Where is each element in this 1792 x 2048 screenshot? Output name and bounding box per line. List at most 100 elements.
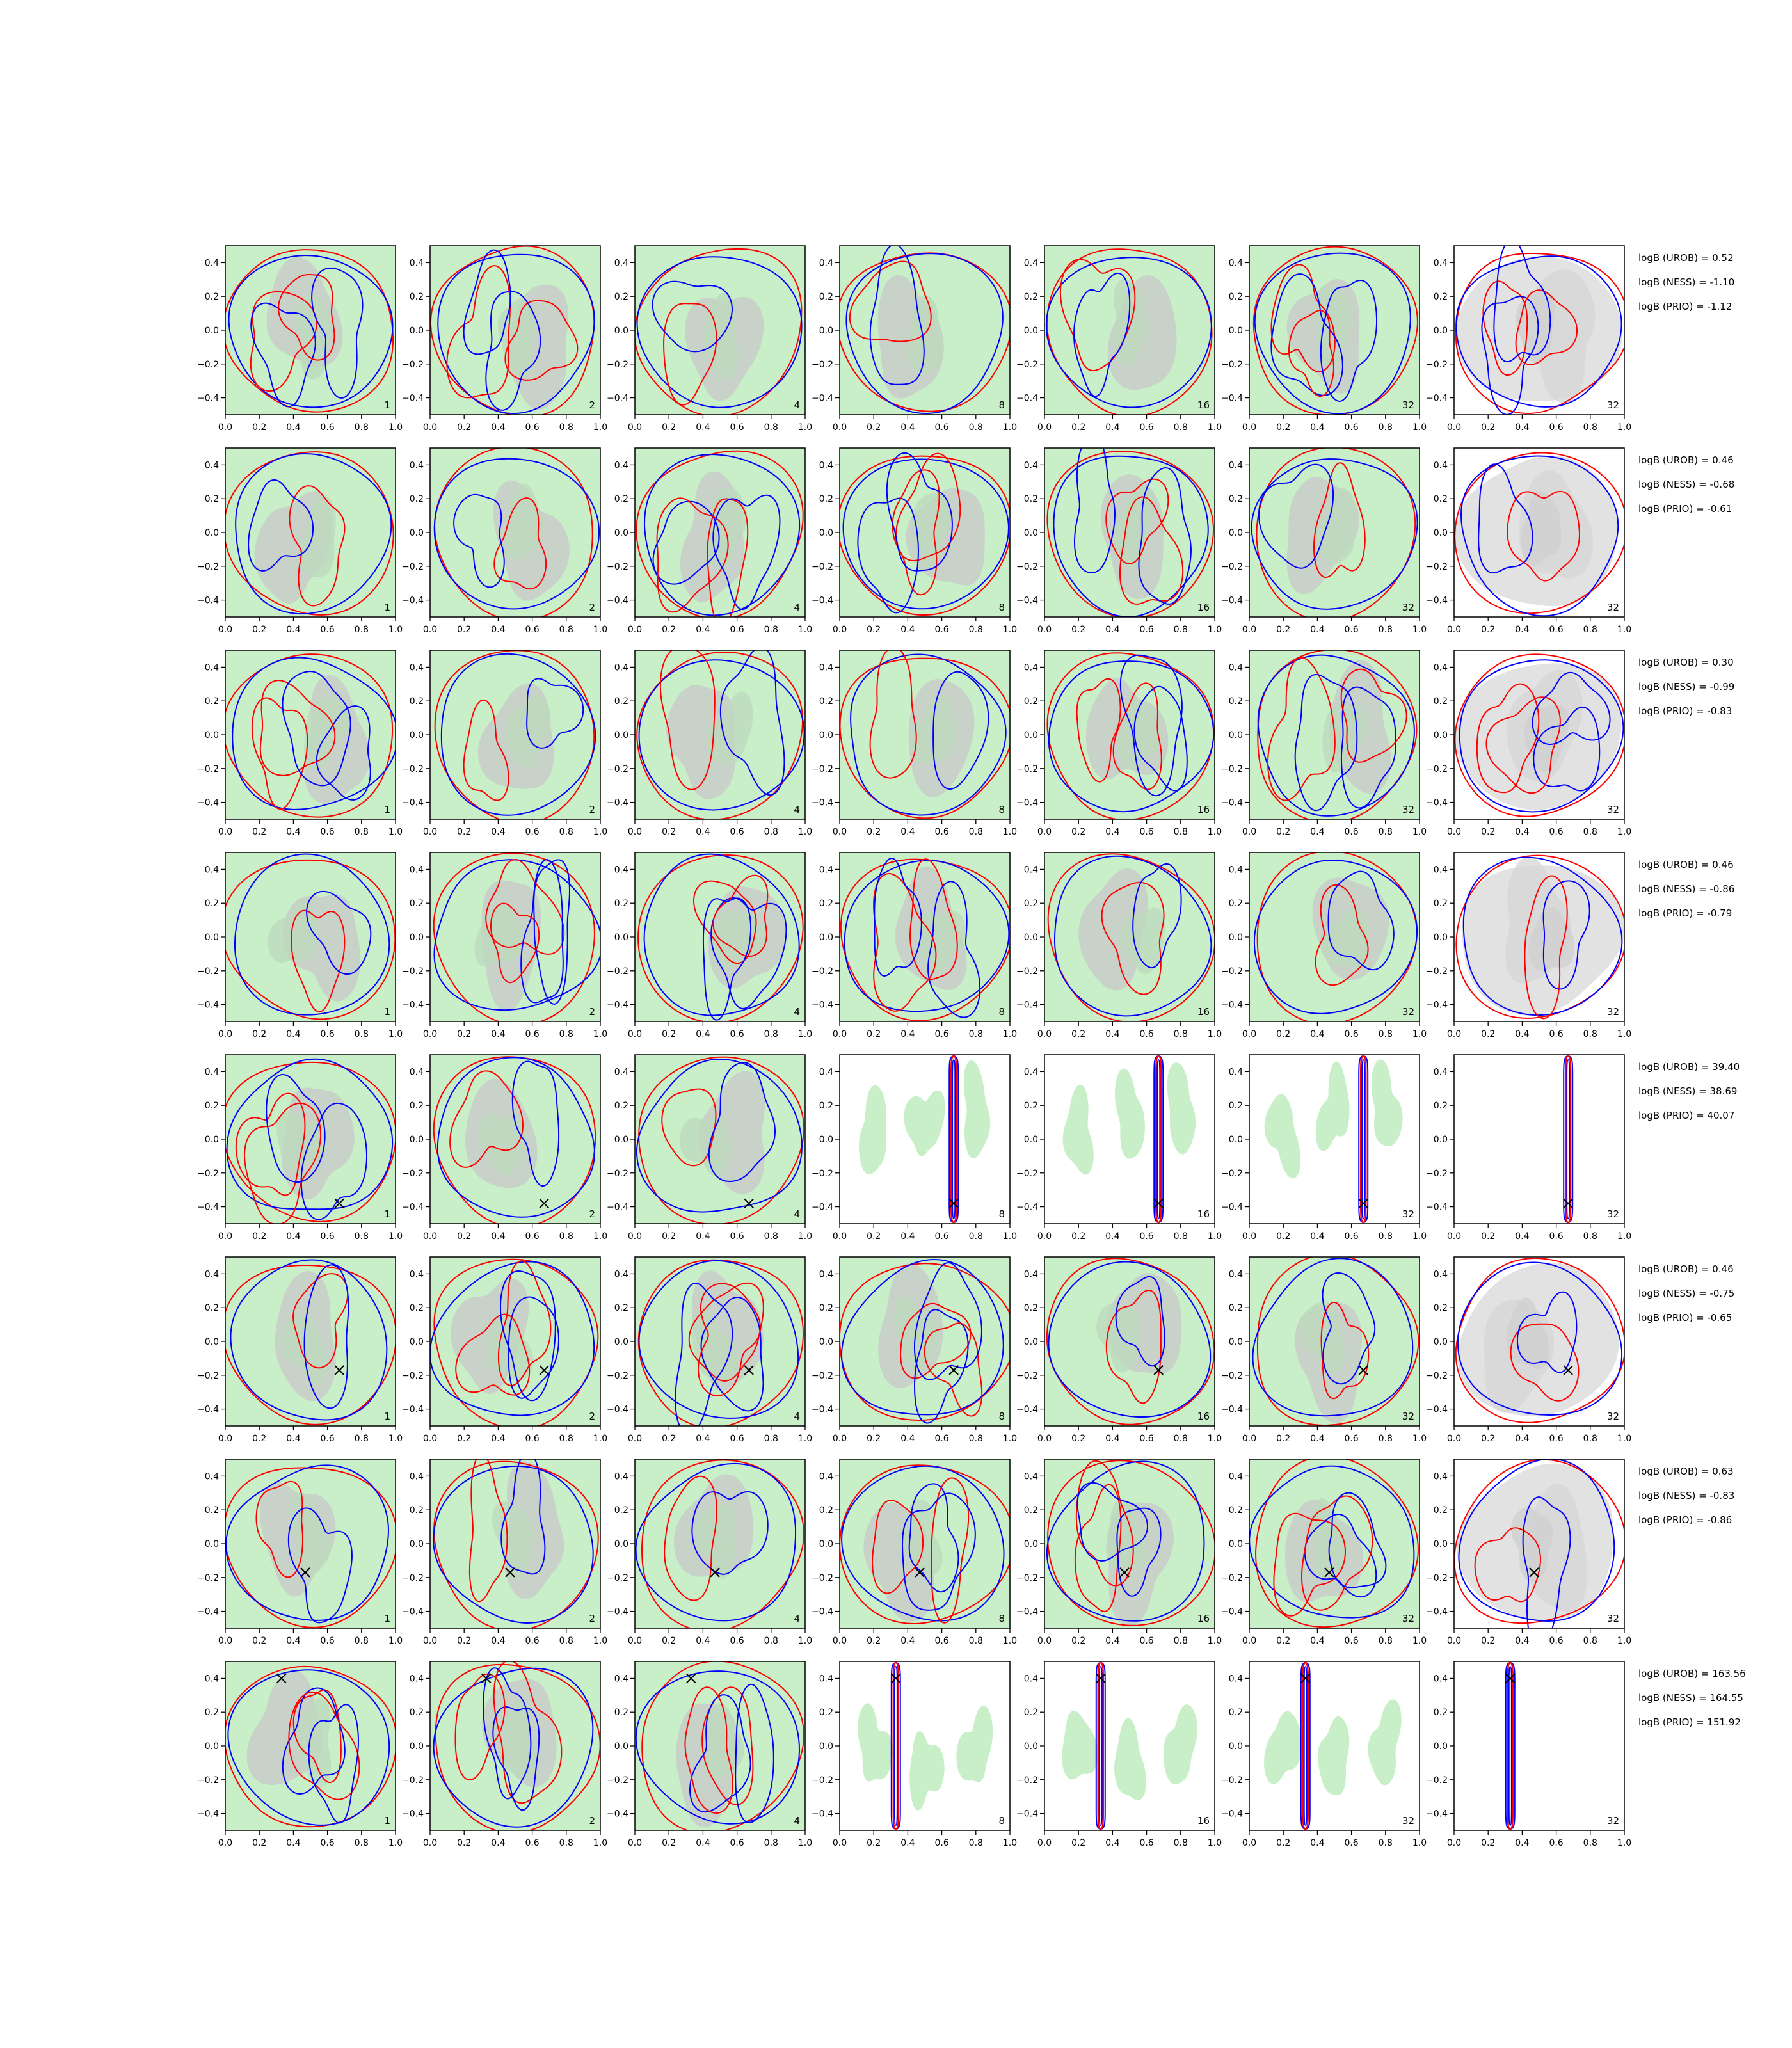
contour-red-outer: [638, 1056, 805, 1224]
panel-label: 1: [384, 602, 390, 613]
true-parameter-marker: [1358, 1365, 1368, 1375]
x-tick-label: 1.0: [388, 1838, 403, 1848]
x-tick-label: 0.2: [1071, 1636, 1085, 1646]
x-tick-label: 0.6: [320, 1434, 334, 1444]
y-tick-label: −0.4: [1221, 1203, 1243, 1213]
contour-red-inner: [493, 1661, 563, 1804]
contour-blue-inner: [691, 1491, 769, 1575]
x-tick-label: 0.2: [1276, 1636, 1290, 1646]
x-tick-label: 0.2: [1071, 1231, 1085, 1242]
x-tick-label: 0.4: [1515, 1029, 1529, 1039]
panel-r6-c7: 0.0 0.2 0.4 0.6 0.8 1.0 0.4 0.2 0.0 −0.2 −0.4 32: [1426, 1256, 1631, 1444]
x-tick-label: 0.4: [1515, 625, 1529, 635]
contour-blue-inner: [927, 881, 981, 1018]
x-tick-label: 0.4: [1515, 422, 1529, 433]
contour-red-outer: [635, 248, 803, 415]
y-tick-label: −0.4: [197, 394, 219, 404]
x-tick-label: 0.6: [320, 625, 334, 635]
x-tick-label: 0.6: [320, 1838, 334, 1848]
contour-red-outer: [225, 249, 394, 413]
x-tick-label: 0.8: [1583, 1636, 1597, 1646]
contour-blue-inner: [1304, 1513, 1377, 1598]
panel-r5-c2: 0.0 0.2 0.4 0.6 0.8 1.0 0.4 0.2 0.0 −0.2 −0.4 2: [402, 1054, 607, 1242]
panel-r6-c2: 0.0 0.2 0.4 0.6 0.8 1.0 0.4 0.2 0.0 −0.2 −0.4 2: [402, 1256, 607, 1444]
contour-red-inner: [1476, 683, 1540, 794]
density-fill-core: [906, 295, 945, 374]
x-tick-label: 0.6: [1549, 1231, 1563, 1242]
x-tick-label: 1.0: [1412, 1231, 1427, 1242]
true-parameter-marker: [481, 1673, 492, 1684]
y-tick-label: −0.2: [607, 1371, 628, 1381]
contour-red-outer: [1252, 246, 1418, 415]
y-tick-label: −0.4: [402, 1405, 424, 1415]
x-tick-label: 1.0: [1208, 1636, 1222, 1646]
panel-plot-area: [430, 448, 600, 617]
x-tick-label: 0.2: [1071, 1029, 1085, 1039]
contour-blue-outer: [433, 1667, 594, 1828]
y-tick-label: 0.0: [1434, 932, 1448, 943]
y-tick-label: −0.4: [607, 798, 628, 808]
y-tick-label: −0.2: [1426, 764, 1448, 774]
contour-blue-inner: [652, 280, 733, 353]
density-fill-core: [703, 292, 739, 379]
x-tick-label: 0.0: [423, 827, 437, 837]
x-tick-label: 0.6: [1139, 1231, 1153, 1242]
x-tick-label: 0.2: [1276, 1029, 1290, 1039]
y-tick-label: 0.2: [614, 1708, 628, 1718]
y-tick-label: 0.0: [614, 1135, 628, 1145]
x-tick-label: 0.4: [696, 1029, 710, 1039]
density-fill-core: [289, 1492, 332, 1575]
x-tick-label: 0.4: [1310, 1029, 1324, 1039]
panel-r2-c2: 0.0 0.2 0.4 0.6 0.8 1.0 0.4 0.2 0.0 −0.2 −0.4 2: [402, 447, 607, 635]
contour-blue-outer: [844, 860, 1010, 1012]
contour-blue-outer: [1458, 1459, 1615, 1622]
panel-r7-c3: 0.0 0.2 0.4 0.6 0.8 1.0 0.4 0.2 0.0 −0.2 −0.4 4: [607, 1459, 812, 1646]
y-tick-label: 0.4: [205, 865, 219, 875]
logB-annotation: logB (NESS) = -0.99: [1638, 681, 1735, 692]
y-tick-label: −0.4: [607, 1607, 628, 1617]
panel-label: 32: [1607, 1208, 1619, 1220]
y-tick-label: 0.4: [410, 662, 424, 673]
y-tick-label: −0.2: [1426, 1371, 1448, 1381]
contour-blue-outer: [841, 1259, 1004, 1416]
y-tick-label: 0.2: [614, 1101, 628, 1111]
x-tick-label: 0.8: [355, 1434, 369, 1444]
contour-red-outer: [1454, 1459, 1624, 1624]
y-tick-label: −0.4: [1426, 394, 1448, 404]
x-tick-label: 1.0: [1617, 1029, 1631, 1039]
contour-blue-inner: [702, 897, 752, 1021]
true-parameter-marker: [505, 1567, 515, 1578]
panel-plot-area: [225, 1055, 396, 1224]
x-tick-label: 0.4: [1105, 422, 1119, 433]
x-tick-label: 0.0: [423, 1636, 437, 1646]
y-tick-label: 0.2: [410, 1505, 424, 1516]
contour-blue-outer: [230, 1259, 388, 1421]
panel-label: 8: [998, 1208, 1005, 1220]
panel-r4-c2: 0.0 0.2 0.4 0.6 0.8 1.0 0.4 0.2 0.0 −0.2 −0.4 2: [402, 852, 607, 1039]
panel-r7-c2: 0.0 0.2 0.4 0.6 0.8 1.0 0.4 0.2 0.0 −0.2 −0.4 2: [402, 1459, 607, 1646]
x-tick-label: 0.2: [1276, 1838, 1290, 1848]
contour-blue-inner: [869, 246, 925, 385]
x-tick-label: 0.0: [628, 1636, 642, 1646]
x-tick-label: 0.8: [764, 422, 778, 433]
y-tick-label: 0.2: [1024, 1101, 1038, 1111]
panel-label: 4: [794, 1815, 800, 1827]
x-tick-label: 0.6: [1344, 1231, 1358, 1242]
contour-blue-outer: [1257, 654, 1415, 817]
panel-label: 2: [589, 1208, 595, 1220]
contour-red-inner: [688, 1282, 764, 1382]
x-tick-label: 0.8: [969, 1029, 983, 1039]
panel-plot-area: [635, 1055, 805, 1224]
y-tick-label: 0.0: [1229, 326, 1243, 336]
y-tick-label: 0.0: [1434, 1135, 1448, 1145]
contour-red-inner: [1524, 875, 1568, 1020]
panel-r3-c7: 0.0 0.2 0.4 0.6 0.8 1.0 0.4 0.2 0.0 −0.2 −0.4 32: [1426, 650, 1631, 837]
contour-red-inner: [659, 650, 716, 790]
panel-label: 2: [589, 399, 595, 411]
x-tick-label: 0.6: [1139, 1636, 1153, 1646]
x-tick-label: 0.0: [1037, 1029, 1052, 1039]
density-fill-core: [268, 901, 318, 963]
y-tick-label: 0.4: [819, 1269, 833, 1279]
x-tick-label: 0.6: [1344, 1636, 1358, 1646]
y-tick-label: −0.4: [1016, 1607, 1038, 1617]
